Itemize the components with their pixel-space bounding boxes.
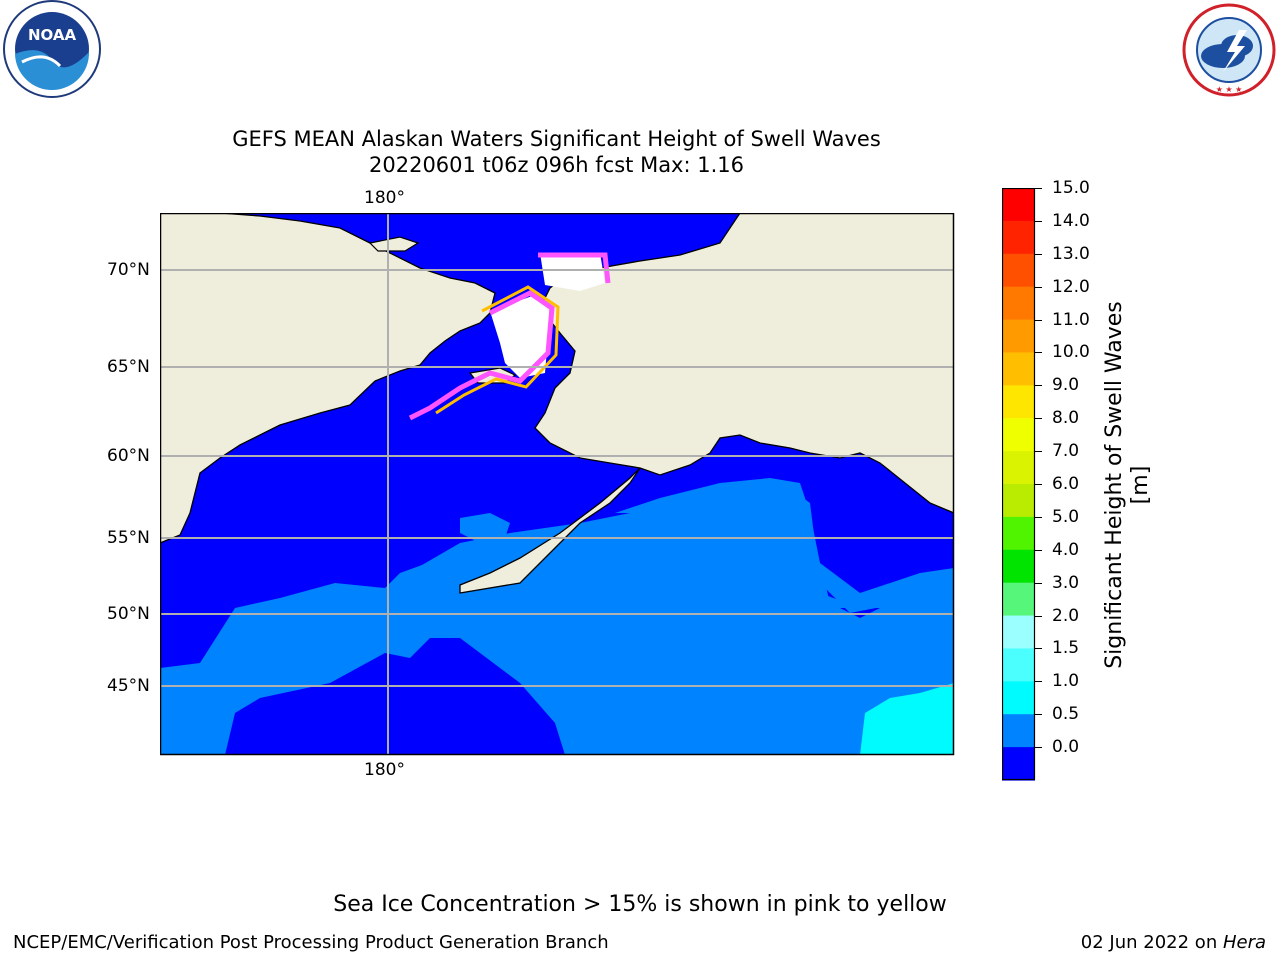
colorbar-cell [1002, 319, 1035, 354]
colorbar-tick-label: 9.0 [1052, 375, 1080, 396]
lat-label-60n: 60°N [107, 446, 150, 466]
colorbar-tick-mark [1035, 188, 1042, 189]
colorbar-tick-label: 1.5 [1052, 638, 1080, 659]
lon-label-bottom: 180° [364, 760, 405, 780]
arctic-no-data [490, 295, 550, 378]
colorbar-cell [1002, 582, 1035, 617]
colorbar-tick-label: 8.0 [1052, 408, 1080, 429]
noaa-logo-text: NOAA [28, 26, 77, 44]
sea-ice-edge [435, 285, 560, 415]
colorbar-tick-mark [1035, 549, 1042, 551]
footer-branch: NCEP/EMC/Verification Post Processing Pr… [13, 932, 609, 953]
colorbar-tick-mark [1035, 582, 1042, 584]
colorbar-cell [1002, 451, 1035, 485]
colorbar-tick-label: 14.0 [1052, 210, 1090, 231]
swell-region-0p5-1m [160, 488, 954, 755]
colorbar-tick-label: 12.0 [1052, 276, 1090, 297]
colorbar-cell [1002, 516, 1035, 551]
lat-label-70n: 70°N [107, 260, 150, 280]
colorbar-tick-mark [1035, 714, 1042, 716]
swell-region-gulf [615, 478, 954, 613]
footer-date: 02 Jun 2022 on Hera [1081, 932, 1266, 954]
svg-text:★ ★ ★: ★ ★ ★ [1216, 85, 1243, 94]
colorbar-tick-mark [1035, 516, 1042, 518]
colorbar-tick-label: 7.0 [1052, 441, 1080, 462]
swell-region-bering-patch [460, 513, 510, 543]
chart-subtitle: 20220601 t06z 096h fcst Max: 1.16 [369, 153, 744, 177]
colorbar-tick-label: 1.0 [1052, 671, 1080, 692]
colorbar-tick-label: 10.0 [1052, 342, 1090, 363]
colorbar-cell [1002, 648, 1035, 682]
colorbar-tick-mark [1035, 484, 1042, 485]
colorbar-tick-label: 6.0 [1052, 474, 1080, 494]
colorbar-tick-mark [1035, 286, 1042, 288]
footer-date-text: 02 Jun 2022 on [1080, 932, 1223, 953]
land-alaska-peninsula [459, 467, 641, 594]
colorbar-tick-mark [1035, 385, 1042, 387]
colorbar-cell [1002, 615, 1035, 650]
colorbar-cell [1002, 484, 1035, 518]
land-wrangel-island [368, 236, 420, 252]
colorbar-tick-mark [1035, 747, 1042, 749]
sea-ice-chukchi [538, 252, 611, 284]
land-siberia [160, 213, 496, 544]
colorbar-cell [1002, 549, 1035, 584]
colorbar-tick-mark [1035, 418, 1042, 420]
swell-region-1-1p5m [860, 683, 954, 755]
colorbar-cell [1002, 418, 1035, 452]
arctic-no-data-north [540, 253, 605, 291]
sea-ice [408, 290, 555, 421]
colorbar-cell [1002, 188, 1035, 222]
colorbar-tick-label: 4.0 [1052, 539, 1080, 560]
colorbar-label: Significant Height of Swell Waves [m] [1102, 301, 1153, 669]
colorbar-tick-mark [1035, 253, 1042, 255]
colorbar-tick-mark [1035, 319, 1042, 321]
colorbar-tick-label: 2.0 [1052, 605, 1080, 626]
colorbar-tick-label: 0.0 [1052, 737, 1080, 758]
colorbar-cell [1002, 714, 1035, 748]
chart-title: GEFS MEAN Alaskan Waters Significant Hei… [232, 127, 881, 151]
colorbar-tick-label: 3.0 [1052, 572, 1080, 593]
colorbar-cell [1002, 253, 1035, 288]
lat-label-65n: 65°N [107, 357, 150, 377]
colorbar-tick-mark [1035, 451, 1042, 453]
grid-lines [160, 213, 954, 755]
colorbar-cell [1002, 747, 1035, 781]
footer-host: Hera [1222, 932, 1266, 953]
map-frame [160, 213, 955, 756]
colorbar-tick-label: 15.0 [1052, 178, 1090, 198]
nws-logo: ★ ★ ★ [1182, 3, 1276, 97]
colorbar-tick-mark [1035, 648, 1042, 650]
lat-label-50n: 50°N [107, 604, 150, 624]
colorbar-tick-mark [1035, 615, 1042, 617]
colorbar-cell [1002, 220, 1035, 255]
map-area [160, 213, 955, 756]
colorbar [1002, 188, 1036, 781]
colorbar-tick-mark [1035, 681, 1042, 683]
sea-ice-footnote: Sea Ice Concentration > 15% is shown in … [333, 892, 947, 917]
colorbar-tick-label: 11.0 [1052, 309, 1090, 330]
colorbar-tick-mark [1035, 220, 1042, 222]
colorbar-cell [1002, 681, 1035, 715]
lat-label-45n: 45°N [107, 676, 150, 696]
lon-label-top: 180° [364, 188, 405, 208]
colorbar-tick-mark [1035, 352, 1042, 354]
land-alaska [534, 213, 954, 514]
colorbar-tick-label: 5.0 [1052, 506, 1080, 527]
colorbar-tick-label: 0.5 [1052, 704, 1080, 725]
colorbar-cell [1002, 352, 1035, 386]
colorbar-cell [1002, 385, 1035, 419]
colorbar-cell [1002, 286, 1035, 321]
noaa-logo: NOAA [3, 0, 101, 98]
lat-label-55n: 55°N [107, 528, 150, 548]
colorbar-tick-label: 13.0 [1052, 243, 1090, 264]
